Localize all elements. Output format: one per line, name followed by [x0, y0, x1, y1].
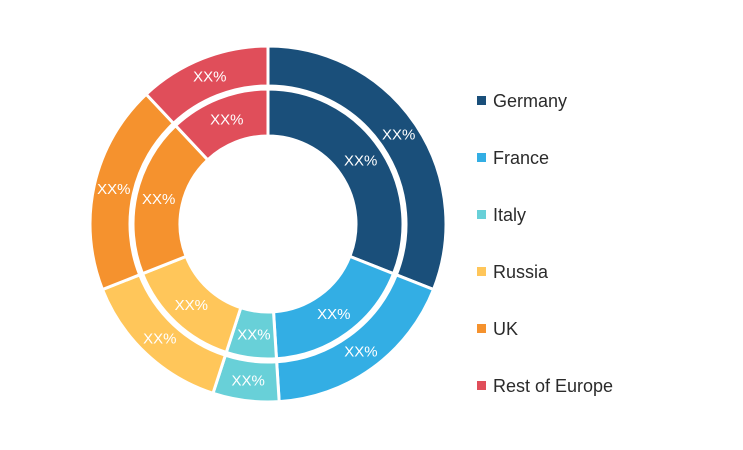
outer-slice-label: XX% [344, 343, 377, 360]
inner-slice-germany [266, 87, 405, 276]
outer-slice-label: XX% [193, 69, 226, 86]
legend-item: UK [477, 300, 727, 357]
inner-slice-label: XX% [142, 191, 175, 208]
legend-item: Russia [477, 243, 727, 300]
inner-slice-label: XX% [344, 153, 377, 170]
legend-item: Rest of Europe [477, 357, 727, 414]
legend-swatch [477, 210, 486, 219]
legend-swatch [477, 324, 486, 333]
legend-swatch [477, 267, 486, 276]
outer-slice-label: XX% [97, 181, 130, 198]
legend-swatch [477, 96, 486, 105]
legend-item: Italy [477, 186, 727, 243]
legend-item: Germany [477, 72, 727, 129]
inner-slice-label: XX% [317, 306, 350, 323]
chart-slices [88, 44, 448, 404]
outer-slice-rest-of-europe [144, 44, 270, 126]
legend-item: France [477, 129, 727, 186]
outer-slice-label: XX% [143, 331, 176, 348]
legend-label: UK [493, 318, 519, 339]
outer-slice-label: XX% [382, 127, 415, 144]
chart-legend: Germany France Italy Russia UK Rest of Europe [477, 72, 727, 414]
legend-label: Italy [493, 204, 527, 225]
legend-swatch [477, 381, 486, 390]
legend-label: Russia [493, 261, 549, 282]
legend-label: France [493, 147, 550, 168]
inner-slice-label: XX% [210, 111, 243, 128]
chart-slice-labels: XX% XX% XX% XX% XX% XX% XX% XX% XX% XX% XX% XX% [97, 69, 415, 390]
legend-swatch [477, 153, 486, 162]
outer-slice-label: XX% [232, 372, 265, 389]
legend-label: Rest of Europe [493, 375, 614, 396]
legend-label: Germany [493, 90, 568, 111]
inner-slice-label: XX% [175, 297, 208, 314]
inner-slice-rest-of-europe [173, 87, 270, 162]
inner-slice-label: XX% [237, 327, 270, 344]
